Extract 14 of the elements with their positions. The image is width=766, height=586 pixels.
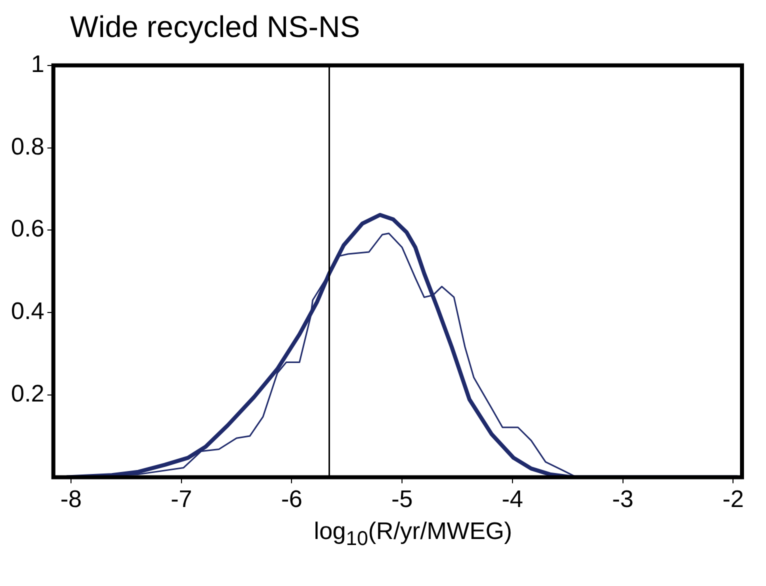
- x-tick-label: -7: [170, 486, 192, 514]
- x-tick-label: -6: [281, 486, 302, 514]
- y-tick-label: 0.6: [10, 216, 44, 243]
- x-tick-label: -8: [60, 486, 82, 514]
- y-tick-label: 0.4: [10, 298, 44, 326]
- y-tick-label: 0.8: [10, 133, 44, 160]
- x-tick-label: -2: [722, 486, 744, 514]
- x-tick-label: -4: [502, 486, 524, 514]
- chart-title: Wide recycled NS-NS: [69, 10, 362, 46]
- y-tick-label: 0.2: [10, 380, 44, 408]
- x-tick-label: -5: [391, 486, 413, 514]
- x-axis-title: log$_{10}$(R/yr/MWEG): [312, 518, 514, 551]
- x-tick-label: -3: [612, 486, 634, 514]
- y-tick-label: 1: [31, 51, 44, 78]
